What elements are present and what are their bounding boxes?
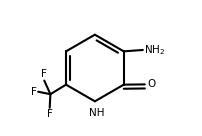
Text: NH: NH	[89, 108, 105, 118]
Text: NH$_2$: NH$_2$	[144, 43, 166, 57]
Text: F: F	[47, 109, 53, 119]
Text: F: F	[41, 69, 47, 79]
Text: F: F	[31, 87, 37, 97]
Text: O: O	[147, 79, 155, 89]
